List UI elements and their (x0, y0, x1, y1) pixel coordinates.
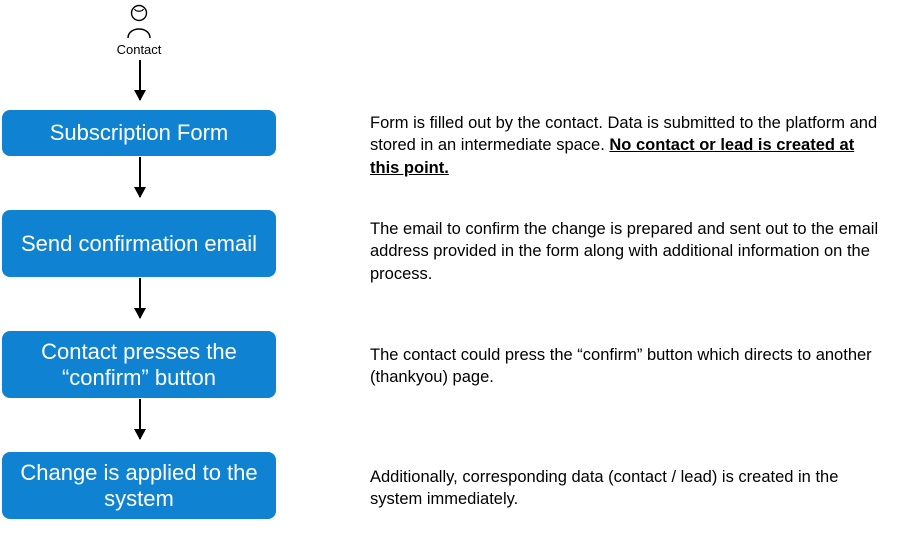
person-icon (110, 4, 168, 40)
arrow-step3-to-step4 (139, 399, 141, 439)
step-change-applied: Change is applied to the system (2, 452, 276, 519)
step-send-confirmation-email: Send confirmation email (2, 210, 276, 277)
step-label: Contact presses the “confirm” button (16, 339, 262, 390)
step-label: Send confirmation email (21, 231, 257, 256)
step-contact-presses-confirm-desc: The contact could press the “confirm” bu… (370, 344, 880, 389)
step-contact-presses-confirm: Contact presses the “confirm” button (2, 331, 276, 398)
step-label: Change is applied to the system (16, 460, 262, 511)
desc-text: The email to confirm the change is prepa… (370, 220, 878, 283)
arrow-actor-to-step1 (139, 60, 141, 100)
flowchart-canvas: Contact Subscription Form Form is filled… (0, 0, 900, 556)
arrow-step1-to-step2 (139, 157, 141, 197)
desc-text: Additionally, corresponding data (contac… (370, 468, 838, 508)
actor-label: Contact (110, 42, 168, 57)
step-label: Subscription Form (50, 120, 229, 145)
step-change-applied-desc: Additionally, corresponding data (contac… (370, 466, 880, 511)
arrow-step2-to-step3 (139, 278, 141, 318)
step-subscription-form: Subscription Form (2, 110, 276, 156)
step-send-confirmation-email-desc: The email to confirm the change is prepa… (370, 218, 880, 285)
desc-text: The contact could press the “confirm” bu… (370, 346, 872, 386)
actor-contact: Contact (110, 4, 168, 57)
step-subscription-form-desc: Form is filled out by the contact. Data … (370, 112, 880, 179)
